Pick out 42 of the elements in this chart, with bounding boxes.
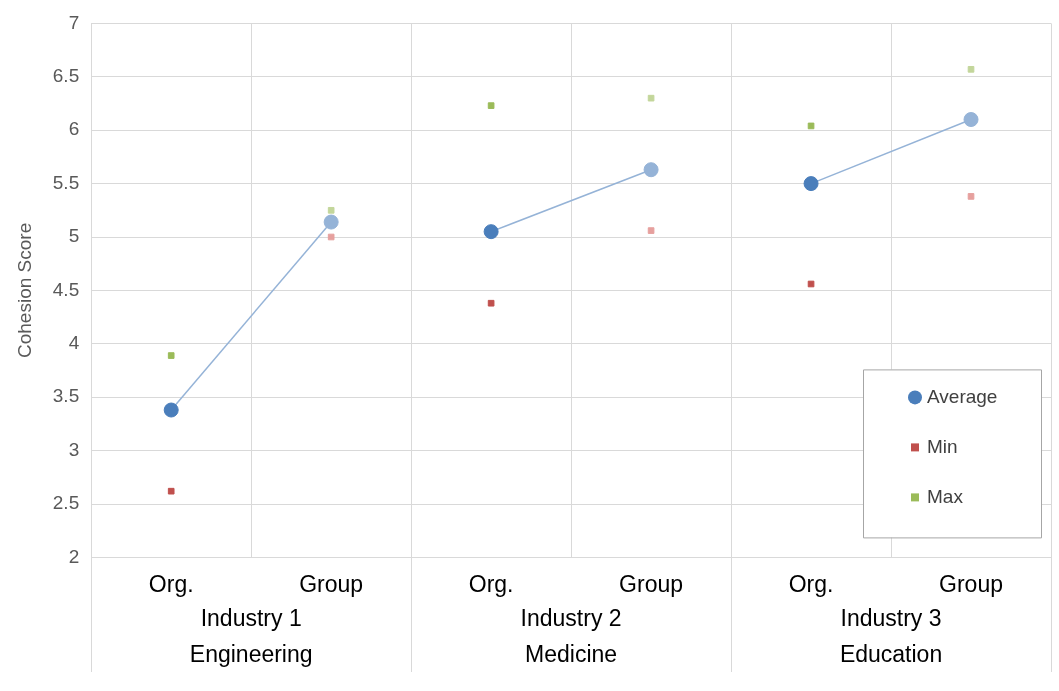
y-tick-label: 3.5: [52, 385, 80, 407]
y-axis-title: Cohesion Score: [13, 222, 35, 358]
y-tick-label: 4.5: [52, 278, 80, 300]
y-tick-label: 6.5: [52, 65, 80, 87]
point: [647, 94, 655, 102]
point: [167, 352, 175, 359]
text: Industry 3 Education: [839, 604, 943, 667]
y-tick-label: 3: [68, 438, 80, 460]
x-tick-label: Group: [619, 570, 684, 597]
x-tick-label: Group: [939, 570, 1003, 597]
point: [327, 206, 335, 214]
y-tick-label: 4: [68, 332, 80, 354]
point: [323, 214, 339, 230]
x-tick-label: Group: [299, 570, 364, 597]
legend-label: Average: [927, 385, 998, 407]
x-tick-label: Org.: [468, 570, 514, 597]
y-tick-label: 6: [68, 118, 80, 140]
text: Industry 2 Medicine: [520, 604, 622, 667]
x-tick-label: Org.: [148, 570, 194, 597]
point: [803, 176, 819, 192]
legend-label: Max: [927, 485, 964, 507]
text: Industry 1 Engineering: [189, 604, 313, 667]
point: [487, 299, 495, 307]
point: [483, 224, 499, 240]
point: [963, 112, 979, 128]
point: [167, 487, 175, 495]
point: [647, 227, 655, 234]
point: [327, 233, 335, 241]
legend-label: Min: [927, 435, 958, 457]
point: [967, 193, 975, 200]
point: [807, 280, 815, 288]
x-tick-label: Org.: [788, 570, 834, 597]
y-tick-label: 7: [68, 11, 80, 33]
y-tick-label: 5.5: [52, 171, 80, 193]
point: [967, 66, 975, 73]
point: [487, 102, 495, 109]
y-tick-label: 2: [68, 545, 80, 567]
point: [807, 122, 815, 130]
point: [643, 162, 659, 178]
y-tick-label: 2.5: [52, 492, 80, 514]
y-tick-label: 5: [68, 225, 80, 247]
point: [163, 402, 179, 418]
